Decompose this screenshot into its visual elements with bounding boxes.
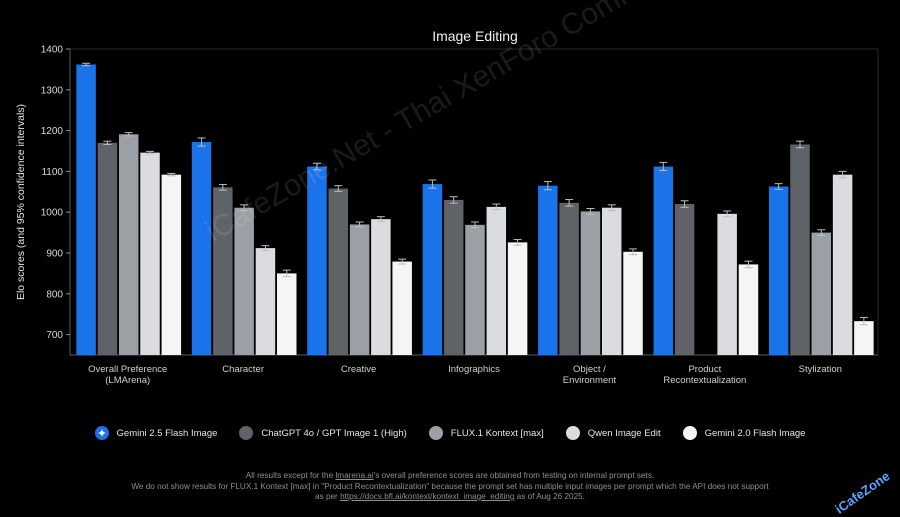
footnote-text: as per — [315, 492, 341, 501]
footnote-line-2: We do not show results for FLUX.1 Kontex… — [131, 481, 769, 491]
bar-2-4 — [392, 261, 412, 355]
bar-3-2 — [465, 224, 485, 355]
bar-4-3 — [601, 207, 622, 355]
bar-1-3 — [255, 248, 276, 355]
legend-item-series-1: ChatGPT 4o / GPT Image 1 (High) — [239, 426, 407, 440]
bar-1-0 — [191, 142, 212, 355]
y-tick-label: 1300 — [41, 85, 64, 96]
bar-6-0 — [768, 186, 789, 355]
x-tick-label-1: Character — [222, 364, 264, 375]
footnote-line-1: All results except for the lmarena.ai's … — [90, 471, 810, 482]
y-tick-label: 700 — [46, 330, 63, 341]
y-tick-label: 1000 — [41, 208, 64, 219]
footnote-text: 's overall preference scores are obtaine… — [373, 471, 655, 480]
y-tick-label: 800 — [46, 289, 63, 300]
bar-6-4 — [854, 321, 874, 355]
bar-5-3 — [717, 213, 737, 355]
legend: Gemini 2.5 Flash Image ChatGPT 4o / GPT … — [0, 426, 900, 440]
bar-2-0 — [307, 166, 327, 355]
bar-3-0 — [422, 184, 443, 355]
y-tick-label: 900 — [46, 249, 63, 260]
bar-2-3 — [371, 219, 391, 355]
gemini-sparkle-icon — [97, 429, 106, 437]
x-tick-label-4: Object / Environment — [563, 364, 617, 386]
bar-0-4 — [161, 174, 182, 355]
bar-4-4 — [623, 251, 643, 355]
legend-swatch-series-0 — [94, 426, 109, 440]
bar-3-3 — [486, 206, 507, 355]
bar-5-1 — [674, 204, 695, 355]
bar-1-4 — [276, 273, 297, 355]
bar-chart: Image Editing Elo scores (and 95% confide… — [15, 28, 879, 386]
bar-6-1 — [790, 144, 810, 355]
footnote-text: as of Aug 26 2025. — [514, 492, 585, 501]
legend-swatch-series-3 — [565, 426, 580, 440]
corner-watermark: iCafeZone — [832, 468, 893, 517]
legend-label-series-0: Gemini 2.5 Flash Image — [116, 427, 218, 439]
bar-5-4 — [738, 264, 759, 355]
footnote-text: All results except for the — [245, 471, 336, 480]
bar-1-1 — [213, 187, 233, 355]
x-tick-label-0: Overall Preference (LMArena) — [88, 364, 167, 386]
bar-4-1 — [559, 202, 579, 355]
bar-2-2 — [349, 224, 370, 355]
y-axis-label: Elo scores (and 95% confidence intervals… — [15, 104, 27, 300]
bar-0-2 — [118, 134, 139, 355]
footnote: All results except for the lmarena.ai's … — [90, 471, 810, 503]
legend-label-series-1: ChatGPT 4o / GPT Image 1 (High) — [261, 427, 407, 439]
bar-4-0 — [538, 185, 558, 355]
lmarena-link[interactable]: lmarena.ai — [335, 471, 374, 480]
x-tick-label-3: Infographics — [448, 364, 500, 375]
legend-swatch-series-2 — [428, 426, 443, 440]
bar-6-3 — [832, 174, 853, 355]
bar-4-2 — [580, 211, 601, 355]
bar-0-0 — [76, 64, 96, 355]
legend-item-series-2: FLUX.1 Kontext [max] — [428, 426, 544, 440]
x-tick-label-6: Stylization — [799, 364, 842, 375]
bar-6-2 — [811, 232, 832, 355]
bar-0-3 — [140, 152, 160, 355]
bar-2-1 — [328, 188, 349, 355]
legend-item-series-4: Gemini 2.0 Flash Image — [682, 426, 806, 440]
legend-swatch-series-1 — [239, 426, 254, 440]
legend-item-series-3: Qwen Image Edit — [565, 426, 661, 440]
bar-0-1 — [97, 142, 118, 355]
bfl-docs-link[interactable]: https://docs.bfl.ai/kontext/kontext_imag… — [340, 492, 515, 501]
x-tick-label-5: Product Recontextualization — [663, 364, 746, 386]
chart-title: Image Editing — [432, 28, 518, 44]
y-tick-label: 1400 — [41, 45, 64, 56]
bar-3-1 — [443, 199, 464, 355]
legend-item-series-0: Gemini 2.5 Flash Image — [94, 426, 218, 440]
legend-label-series-4: Gemini 2.0 Flash Image — [704, 427, 806, 439]
legend-label-series-2: FLUX.1 Kontext [max] — [450, 427, 544, 439]
y-tick-label: 1100 — [41, 167, 63, 178]
y-tick-label: 1200 — [41, 126, 64, 137]
legend-swatch-series-4 — [682, 426, 697, 440]
bar-3-4 — [507, 242, 528, 355]
x-tick-label-2: Creative — [341, 364, 376, 375]
bar-1-2 — [234, 207, 254, 355]
legend-label-series-3: Qwen Image Edit — [587, 427, 661, 439]
footnote-line-3: as per https://docs.bfl.ai/kontext/konte… — [90, 492, 810, 503]
bar-5-0 — [653, 166, 674, 355]
